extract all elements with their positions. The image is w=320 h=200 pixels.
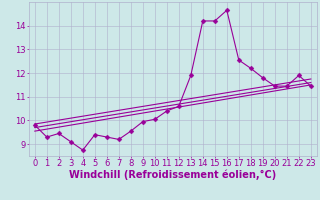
X-axis label: Windchill (Refroidissement éolien,°C): Windchill (Refroidissement éolien,°C) [69, 169, 276, 180]
